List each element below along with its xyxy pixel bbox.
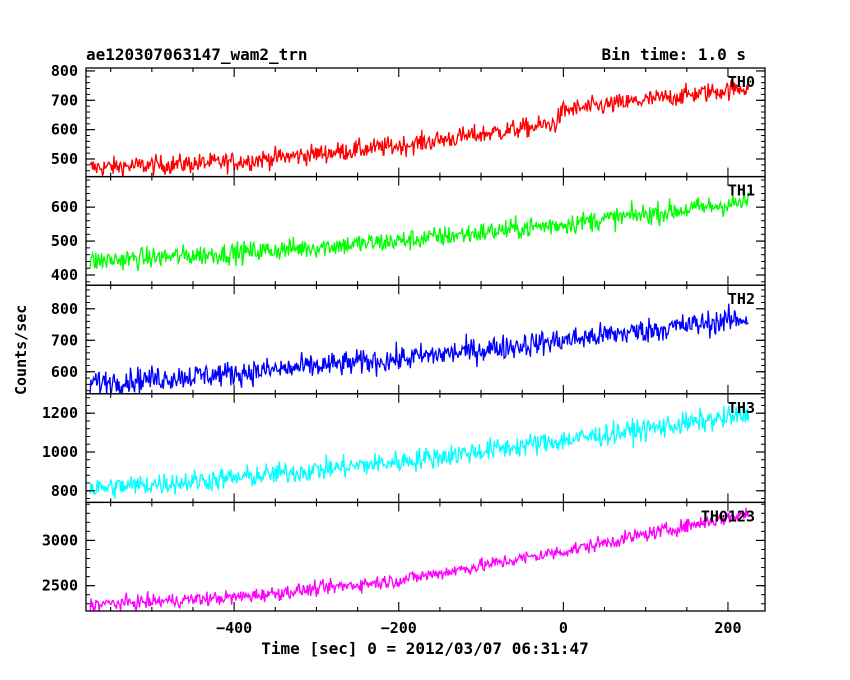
chart-title: ae120307063147_wam2_trn <box>86 45 308 64</box>
panel-frame-th0123 <box>85 501 766 612</box>
y-axis-label: Counts/sec <box>12 304 30 395</box>
panel-frame-th1 <box>85 175 766 286</box>
series-line-th0123 <box>89 507 750 611</box>
y-tick-label-th1: 600 <box>51 198 78 216</box>
y-tick-label-th0: 500 <box>51 150 78 168</box>
y-tick-label-th3: 1000 <box>42 443 78 461</box>
y-tick-label-th0: 600 <box>51 121 78 139</box>
bin-time-label: Bin time: 1.0 s <box>601 45 747 64</box>
series-line-th0 <box>89 79 750 177</box>
y-tick-label-th3: 1200 <box>42 404 78 422</box>
y-tick-label-th0123: 2500 <box>42 577 78 595</box>
x-tick-label: −200 <box>381 619 417 637</box>
y-tick-label-th0123: 3000 <box>42 531 78 549</box>
x-tick-label: −400 <box>216 619 252 637</box>
y-tick-label-th1: 500 <box>51 232 78 250</box>
y-tick-label-th3: 800 <box>51 482 78 500</box>
series-line-th2 <box>89 303 749 394</box>
y-tick-label-th2: 600 <box>51 363 78 381</box>
x-axis-label: Time [sec] 0 = 2012/03/07 06:31:47 <box>261 639 589 658</box>
x-tick-label: 0 <box>559 619 568 637</box>
series-line-th3 <box>89 405 750 499</box>
series-label-th3: TH3 <box>728 399 755 417</box>
y-tick-label-th0: 700 <box>51 91 78 109</box>
series-line-th1 <box>89 191 750 272</box>
series-label-th1: TH1 <box>728 182 755 200</box>
y-tick-label-th2: 800 <box>51 300 78 318</box>
series-label-th0: TH0 <box>728 73 755 91</box>
y-tick-label-th1: 400 <box>51 266 78 284</box>
y-tick-label-th2: 700 <box>51 331 78 349</box>
series-label-th2: TH2 <box>728 290 755 308</box>
series-label-th0123: TH0123 <box>701 507 755 525</box>
y-tick-label-th0: 800 <box>51 62 78 80</box>
x-tick-label: 200 <box>714 619 741 637</box>
